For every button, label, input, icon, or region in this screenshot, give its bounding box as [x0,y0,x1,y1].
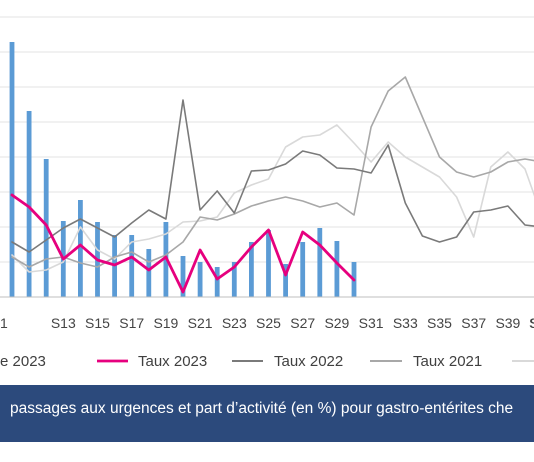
bar-S25 [231,262,237,297]
bar-S22 [180,256,186,297]
x-tick-label: S41 [530,315,534,331]
x-axis-ticks: 1 S13 S15 S17 S19 S21 S23 S25 S27 S29 S31 S33 S35 S37… [0,315,534,331]
x-tick-label: S21 [188,315,213,331]
bar-S19 [129,235,135,297]
figure-caption: passages aux urgences et part d’activité… [10,400,514,417]
bar-S12 [9,42,15,297]
chart-area: 1 S13 S15 S17 S19 S21 S23 S25 S27 S29 S31 S33 S35 S37… [0,16,534,370]
line-series-taux-2022 [11,99,534,253]
x-tick-label: S29 [324,315,349,331]
x-tick-label: S17 [119,315,144,331]
x-tick-label: S13 [51,315,76,331]
x-tick-label: S39 [495,315,520,331]
x-tick-label: S23 [222,315,247,331]
bar-S16 [78,200,83,297]
x-tick-label: S33 [393,315,418,331]
bar-S30 [317,228,323,297]
bar-S13 [26,111,32,297]
legend-label: e 2023 [0,353,46,370]
line-series [10,76,534,294]
line-series-taux-2023 [10,193,356,294]
x-tick-label: S35 [427,315,452,331]
bar-S24 [214,267,220,297]
gridlines [0,16,534,263]
bar-S28 [283,264,288,297]
x-tick-label: S25 [256,315,281,331]
legend-label: Taux 2021 [413,353,482,370]
legend: e 2023 Taux 2023 Taux 2022 Taux 2021 [0,353,534,370]
bar-S27 [266,230,271,297]
line-series-taux-2021 [11,76,534,268]
bar-S20 [146,249,152,297]
x-tick-label: S37 [461,315,486,331]
bar-S23 [197,262,203,297]
bar-S31 [334,241,340,297]
x-tick-label: S31 [359,315,384,331]
figure-caption-band: passages aux urgences et part d’activité… [0,385,534,442]
legend-label: Taux 2023 [138,353,207,370]
line-series-unlabeled [11,124,534,273]
x-tick-label: S27 [290,315,315,331]
x-tick-label: S [529,315,534,331]
x-tick-label: S19 [153,315,178,331]
x-tick-label: S15 [85,315,110,331]
legend-label: Taux 2022 [274,353,343,370]
bar-S29 [300,242,306,297]
x-tick-label: 1 [0,315,8,331]
bar-S26 [249,242,254,297]
